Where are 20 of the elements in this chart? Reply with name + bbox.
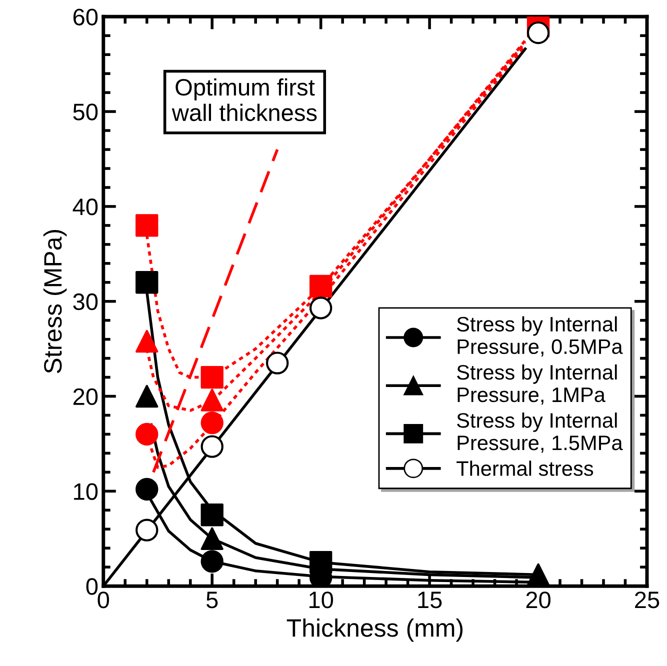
annotation: Optimum first wall thickness	[172, 78, 317, 122]
x-tick-label: 0	[98, 592, 110, 608]
y-tick-label: 50	[73, 104, 98, 120]
x-tick-label: 10	[309, 592, 334, 608]
y-tick-label: 60	[73, 8, 98, 26]
x-tick-label: 25	[635, 592, 660, 608]
y-tick-label: 40	[72, 198, 98, 216]
y-tick-label: 10	[74, 483, 98, 500]
legend-label: Stress by Internal Pressure, 1MPa	[457, 364, 617, 405]
x-tick-label: 5	[206, 592, 218, 608]
y-tick-label: 20	[73, 388, 98, 406]
legend-label: Stress by Internal Pressure, 0.5MPa	[457, 316, 623, 356]
x-tick-label: 20	[526, 592, 550, 608]
y-axis-title: Stress (MPa)	[43, 230, 67, 374]
legend-label: Stress by Internal Pressure, 1.5MPa	[457, 412, 623, 453]
x-axis-title: Thickness (mm)	[286, 618, 463, 642]
y-tick-label: 30	[73, 293, 98, 310]
x-tick-label: 15	[418, 592, 442, 608]
legend-label: Thermal stress	[456, 460, 594, 476]
y-tick-label: 0	[86, 578, 98, 595]
